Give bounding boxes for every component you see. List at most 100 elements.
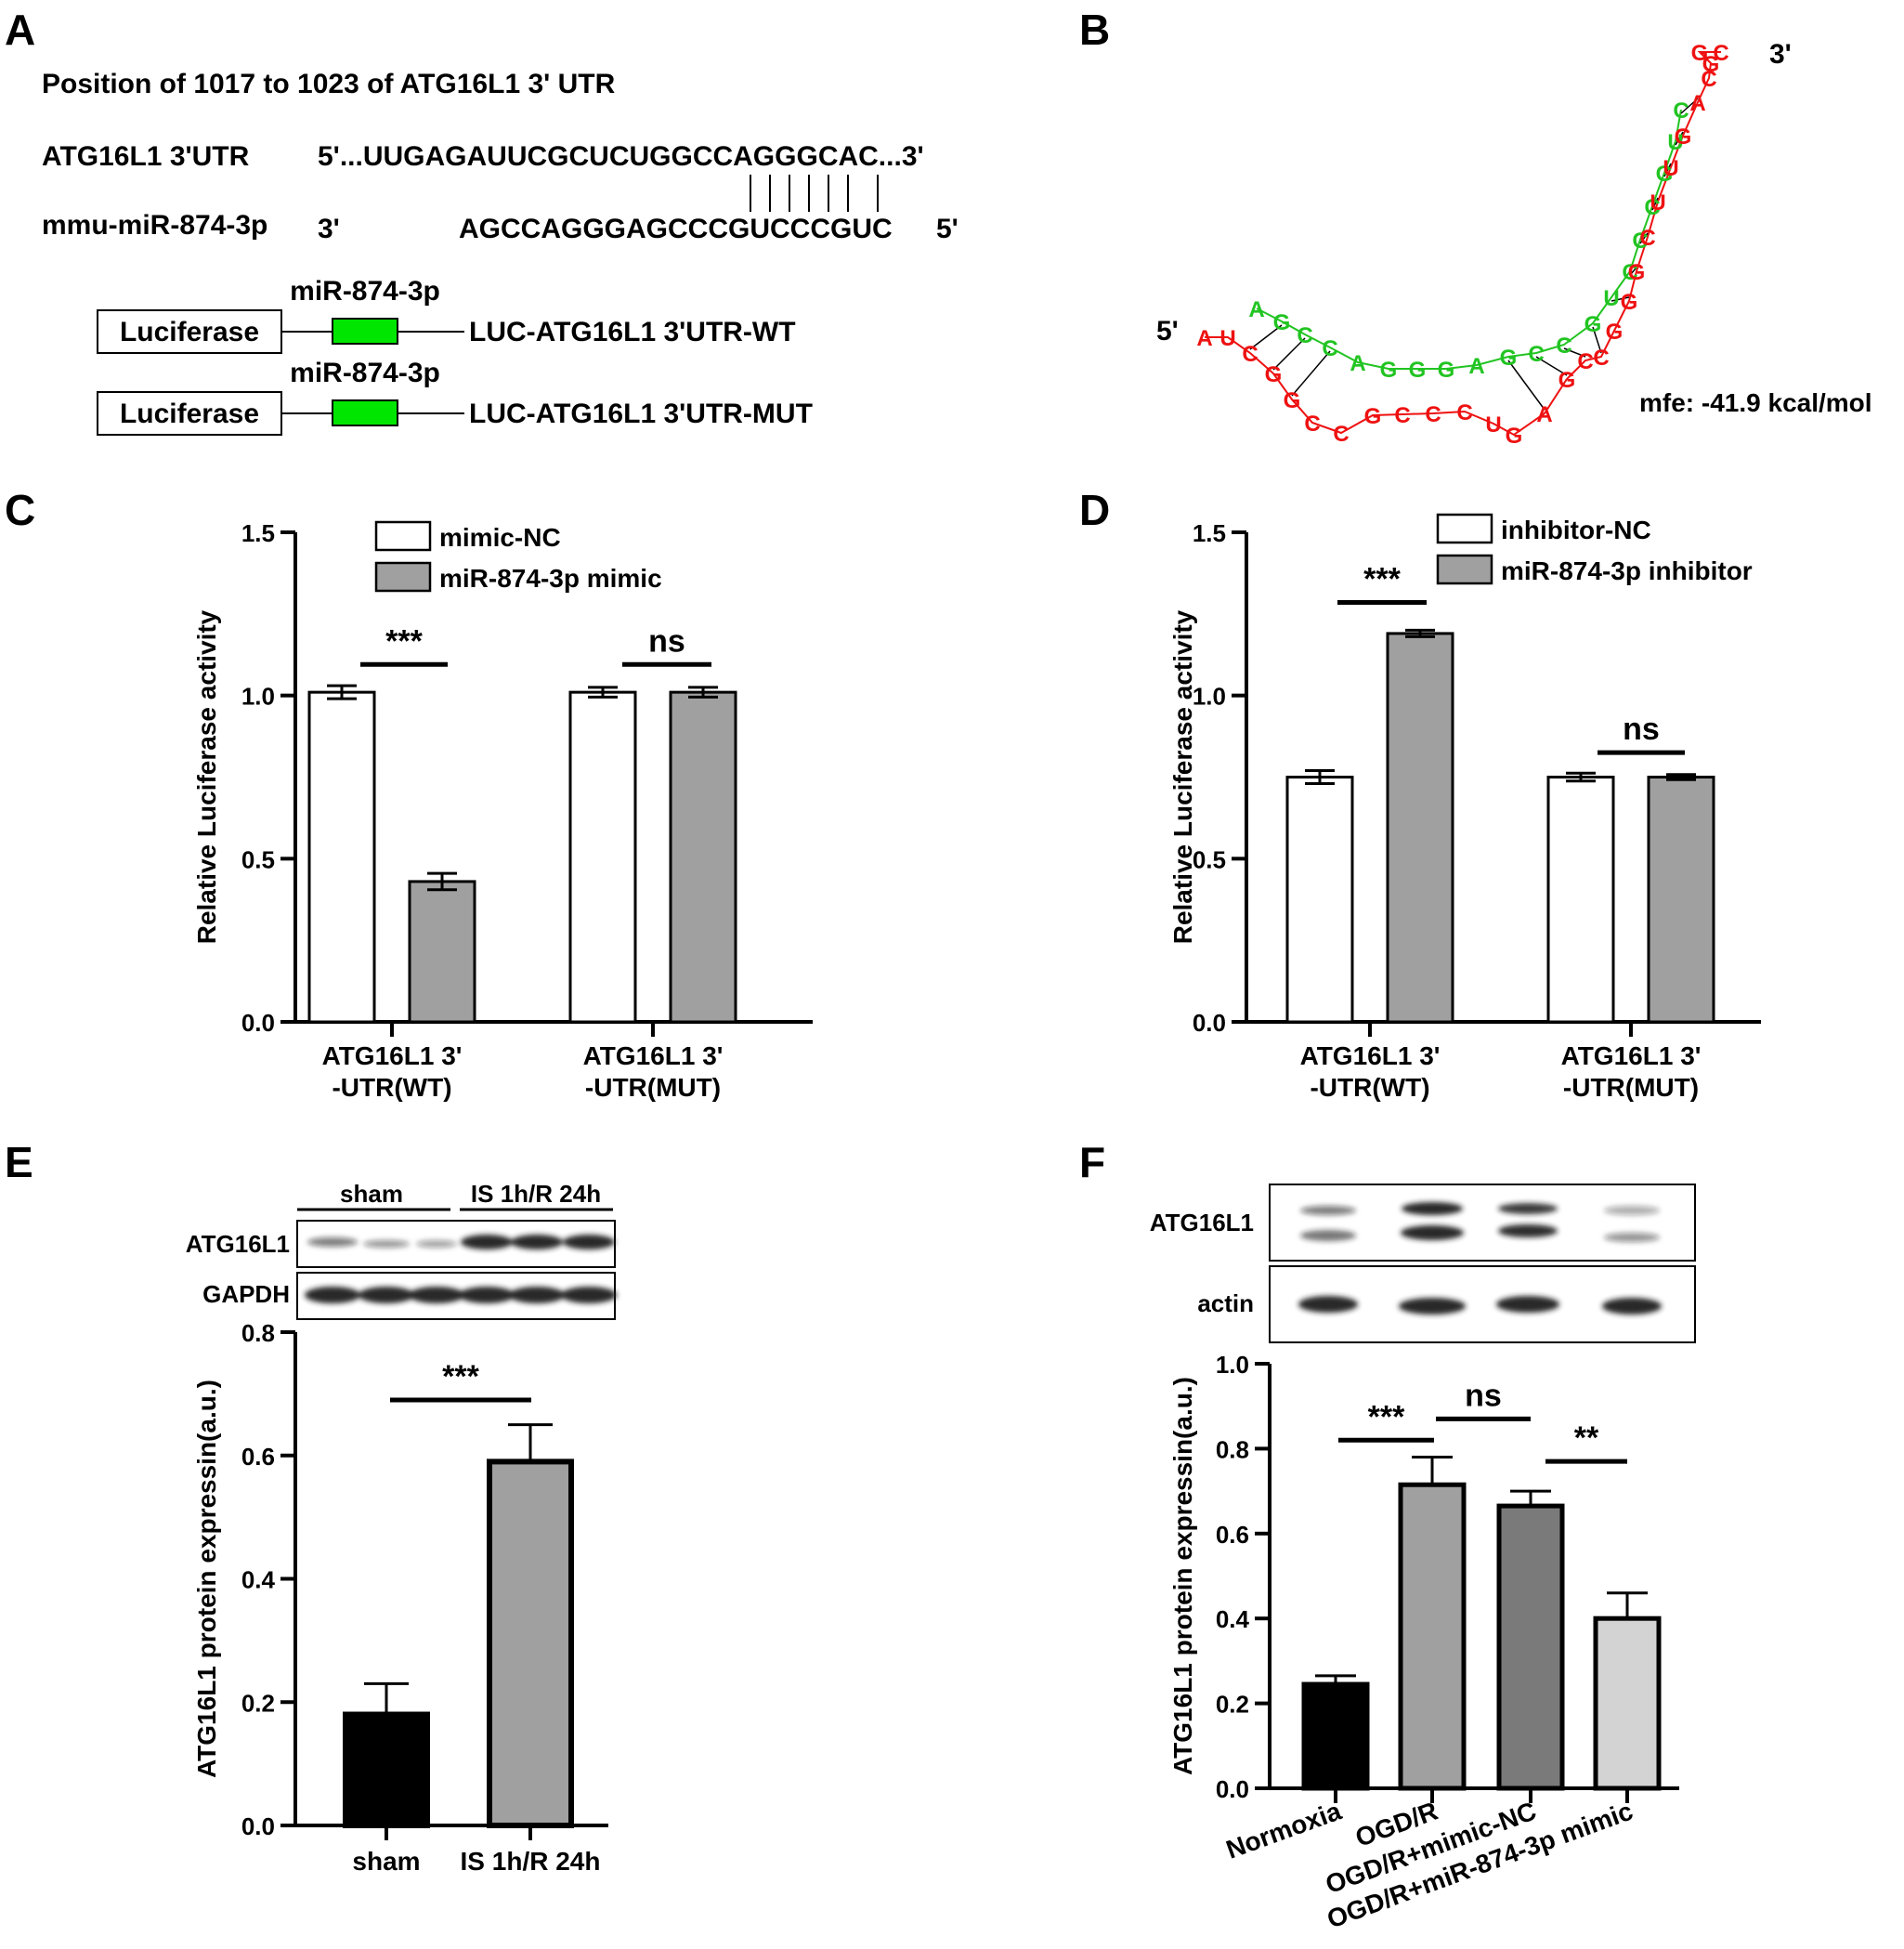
utr-name: ATG16L1 3'UTR [42, 141, 250, 172]
x-tick-label: sham [352, 1847, 420, 1876]
x-tick-label: -UTR(WT) [1310, 1073, 1429, 1102]
y-tick-label: 0.2 [1216, 1691, 1249, 1719]
luciferase-label: Luciferase [120, 317, 259, 347]
base-pair-line [1291, 350, 1331, 397]
y-tick-label: 0.0 [1193, 1009, 1226, 1037]
red-base: U [1485, 412, 1501, 438]
green-base: G [1584, 312, 1602, 337]
y-tick-label: 0.5 [241, 845, 275, 873]
green-base: G [1500, 346, 1518, 371]
x-tick-label: ATG16L1 3' [322, 1041, 463, 1070]
bar [1301, 1681, 1370, 1791]
legend-swatch [374, 561, 432, 593]
base-pair-line [1611, 296, 1630, 302]
x-tick-label: IS 1h/R 24h [461, 1847, 601, 1876]
construct-mut-label: LUC-ATG16L1 3'UTR-MUT [469, 399, 813, 429]
green-base: C [1644, 195, 1660, 220]
blot-row-actin: actin [1197, 1289, 1254, 1317]
green-base: G [1438, 358, 1455, 383]
base-pair-line [1675, 131, 1684, 146]
red-base: C [1701, 67, 1716, 92]
y-axis-label: Relative Luciferase activity [1168, 609, 1197, 944]
significance-label: *** [442, 1359, 479, 1394]
mirna-name: mmu-miR-874-3p [42, 210, 267, 241]
y-axis-label: ATG16L1 protein expressin(a.u.) [192, 1380, 221, 1778]
y-tick-label: 1.5 [241, 519, 275, 547]
green-base: G [1409, 358, 1427, 383]
y-tick-label: 0.4 [241, 1566, 276, 1594]
bar [1285, 776, 1354, 1024]
legend-swatch [1436, 513, 1493, 544]
significance-label: ** [1574, 1420, 1599, 1456]
mirna-3p-end: 3' [318, 214, 340, 244]
y-tick-label: 1.0 [241, 683, 275, 711]
mfe-label: mfe: -41.9 kcal/mol [1639, 388, 1872, 417]
y-tick-label: 1.0 [1193, 683, 1226, 711]
red-base: C [1713, 41, 1728, 66]
red-base: G [1364, 404, 1382, 429]
red-base: G [1606, 320, 1624, 345]
luciferase-box [97, 391, 282, 436]
bar [343, 1711, 430, 1829]
red-base: G [1702, 52, 1720, 77]
panel-label-d: D [1079, 486, 1110, 534]
mirna-5p-end: 5' [936, 214, 959, 244]
red-base: C [1304, 412, 1320, 437]
significance-label: ns [648, 623, 685, 659]
significance-label: *** [385, 623, 423, 659]
green-base: U [1667, 130, 1683, 155]
y-tick-label: 0.6 [1216, 1521, 1249, 1549]
end-3-label: 3' [1769, 39, 1792, 70]
blot-row-gapdh: GAPDH [202, 1280, 290, 1308]
bar [487, 1458, 574, 1828]
bar [1496, 1503, 1565, 1791]
chart-f: 0.0 0.2 0.4 0.6 0.8 1.0 ATG16L1 protein expres… [1168, 1351, 1679, 1934]
legend-label: miR-874-3p mimic [439, 564, 662, 593]
red-base: C [1394, 403, 1410, 428]
red-base: A [1196, 326, 1212, 351]
bar [1398, 1482, 1467, 1791]
blot-f: ATG16L1 actin [1150, 1184, 1696, 1343]
red-base: G [1284, 388, 1301, 413]
red-base: A [1689, 91, 1705, 116]
red-base: C [1425, 402, 1441, 427]
red-strand-backbone [1205, 51, 1721, 437]
pairing-lines [750, 175, 879, 212]
green-base: C [1297, 323, 1312, 348]
base-pair-line [1249, 324, 1283, 350]
red-base: G [1265, 362, 1283, 387]
red-base: G [1558, 368, 1576, 393]
bar [1546, 776, 1615, 1024]
legend-swatch [1436, 554, 1493, 585]
luciferase-box [97, 309, 282, 354]
base-pair-line [1629, 267, 1637, 276]
red-base: C [1242, 342, 1258, 367]
green-strand-backbone [1256, 109, 1682, 370]
base-pair-line [1639, 232, 1649, 244]
chart-d: 0.0 0.5 1.0 1.5 Relative Luciferase activity… [1168, 513, 1761, 1102]
y-tick-label: 0.0 [241, 1009, 275, 1037]
bar [307, 690, 376, 1024]
legend-label: miR-874-3p inhibitor [1501, 556, 1753, 585]
significance-label: *** [1363, 562, 1401, 597]
green-base: C [1556, 334, 1571, 359]
mirna-sequence: AGCCAGGGAGCCCGUCCCGUC [459, 214, 893, 244]
y-axis-label: ATG16L1 protein expressin(a.u.) [1168, 1377, 1197, 1775]
panel-label-e: E [5, 1138, 33, 1186]
red-base: C [1333, 422, 1349, 447]
red-base: G [1675, 124, 1692, 150]
green-base: C [1528, 342, 1544, 367]
base-pair-line [1535, 356, 1568, 376]
y-tick-label: 1.0 [1216, 1351, 1249, 1379]
x-tick-label: -UTR(MUT) [1563, 1073, 1699, 1102]
green-base: A [1350, 351, 1365, 376]
bar [408, 880, 476, 1024]
blot-e: sham IS 1h/R 24h ATG16L1 GAPDH [186, 1180, 617, 1320]
y-tick-label: 1.5 [1193, 519, 1226, 547]
y-tick-label: 0.8 [1216, 1435, 1249, 1463]
panel-label-c: C [5, 486, 35, 534]
red-base: C [1593, 346, 1609, 371]
mirna-site-box [332, 318, 398, 345]
blot-image-atg16l1 [1269, 1184, 1696, 1262]
bar [1386, 632, 1454, 1024]
